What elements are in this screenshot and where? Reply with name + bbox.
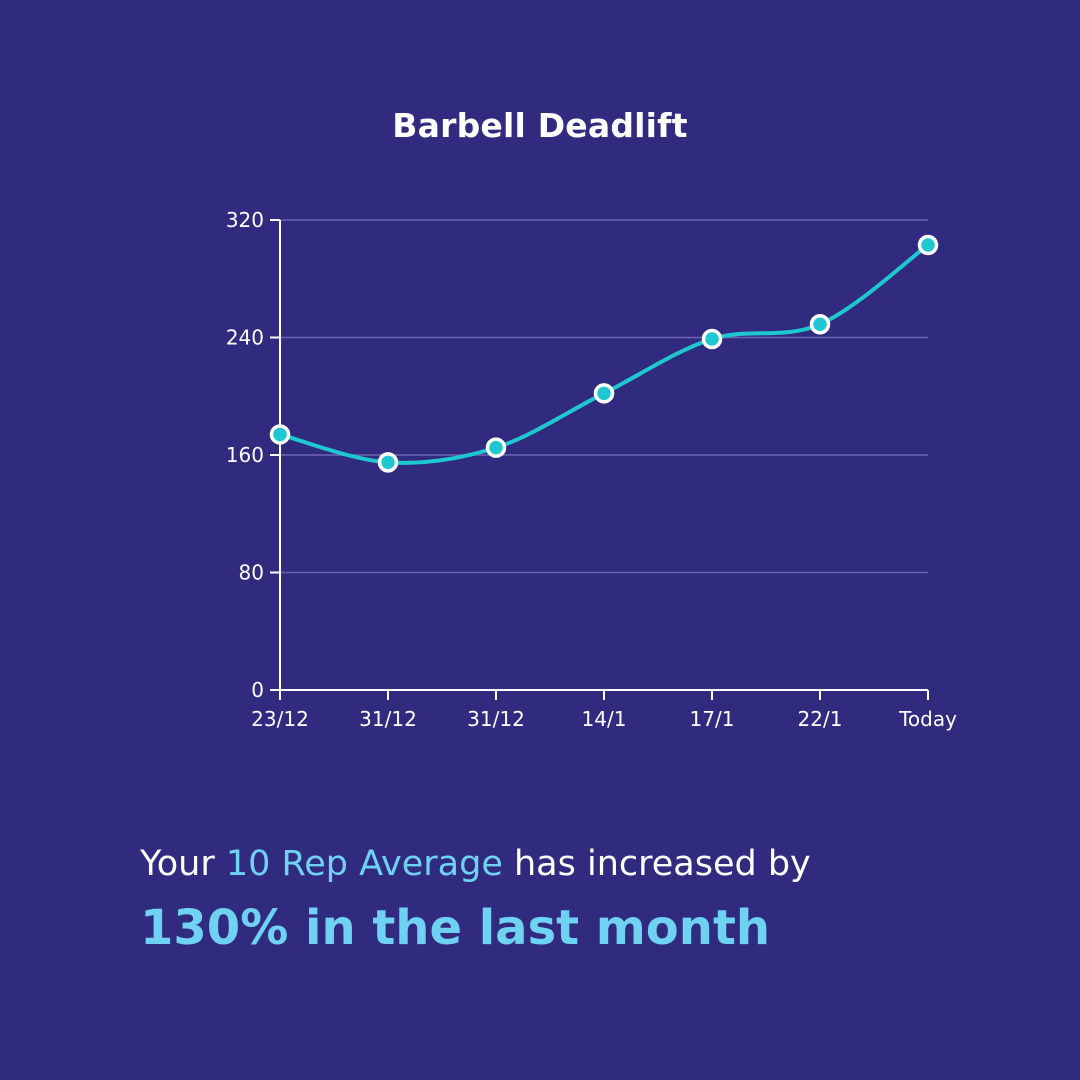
data-point xyxy=(701,328,723,350)
data-point xyxy=(485,437,507,458)
x-tick-label: Today xyxy=(898,707,957,731)
data-points xyxy=(269,234,939,473)
series-line xyxy=(278,242,930,465)
y-tick-label: 0 xyxy=(251,678,264,702)
data-point xyxy=(809,314,831,335)
x-tick-label: 14/1 xyxy=(582,707,627,731)
data-point xyxy=(593,383,615,404)
summary-prefix: Your xyxy=(140,844,226,884)
y-tick-labels: 0 80 160 240 320 xyxy=(226,208,264,702)
x-tick-label: 17/1 xyxy=(690,707,735,731)
x-tick-label: 22/1 xyxy=(798,707,843,731)
summary-highlight: 10 Rep Average xyxy=(225,844,503,884)
series-line-layer xyxy=(278,242,930,465)
chart-title: Barbell Deadlift xyxy=(392,106,688,145)
y-tick-label: 80 xyxy=(239,561,264,585)
axes xyxy=(270,219,929,700)
y-tick-label: 320 xyxy=(226,208,264,232)
data-point xyxy=(269,424,291,445)
summary-text: Your 10 Rep Average has increased by xyxy=(140,844,811,884)
x-tick-label: 31/12 xyxy=(359,707,417,731)
x-tick-labels: 23/12 31/12 31/12 14/1 17/1 22/1 Today xyxy=(251,707,957,731)
x-tick-label: 31/12 xyxy=(467,707,525,731)
summary-suffix: has increased by xyxy=(502,844,811,884)
data-point xyxy=(917,234,939,256)
y-tick-label: 160 xyxy=(226,443,264,467)
summary-headline: 130% in the last month xyxy=(140,900,771,956)
y-tick-label: 240 xyxy=(226,326,264,350)
x-tick-label: 23/12 xyxy=(251,707,309,731)
data-point xyxy=(377,452,399,473)
